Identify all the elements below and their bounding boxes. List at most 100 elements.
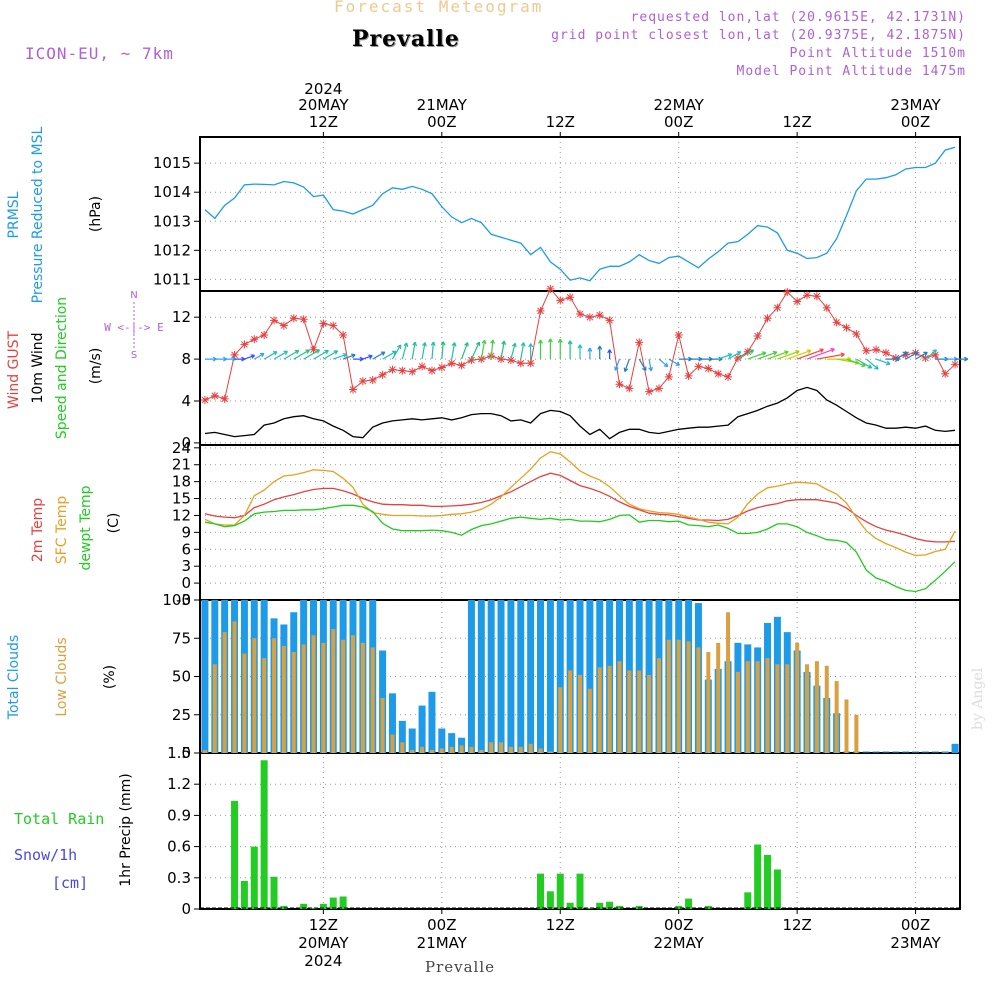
low-clouds-bar [331, 629, 336, 753]
top-time-label: 00Z [427, 113, 456, 131]
wind-direction-arrow [421, 342, 427, 360]
gust-marker [329, 321, 338, 330]
low-clouds-bar [449, 746, 454, 753]
prmsl-long-label: Pressure Reduced to MSL [30, 126, 46, 303]
gust-marker [270, 316, 279, 325]
rain-bar [606, 901, 614, 909]
panel-frame [199, 444, 961, 601]
rain-bar [546, 891, 554, 909]
bottom-time-label: 12Z [546, 916, 575, 934]
wind-direction-arrow [737, 349, 755, 360]
sfc-temp-label: SFC Temp [54, 496, 70, 565]
rain-bar [250, 846, 258, 909]
wind-direction-arrow [623, 358, 630, 372]
bottom-date-label: 23MAY [890, 934, 941, 952]
low-clouds-bar [726, 612, 731, 753]
wind-direction-arrow [875, 358, 891, 366]
gust-marker [664, 372, 673, 381]
total-clouds-bar [448, 733, 456, 753]
low-clouds-bar [538, 748, 543, 753]
total-clouds-label: Total Clouds [6, 635, 22, 720]
wind-direction-arrow [273, 350, 289, 360]
wind-direction-arrow [283, 349, 300, 360]
gust-marker [388, 365, 397, 374]
low-clouds-bar [380, 697, 385, 753]
rain-bar [319, 903, 327, 909]
wind-direction-arrow [528, 343, 534, 360]
wind-direction-arrow [204, 356, 217, 362]
rain-bar [329, 897, 337, 909]
low-clouds-bar [824, 665, 829, 753]
wind-direction-arrow [597, 345, 603, 360]
bottom-time-label: 12Z [309, 916, 338, 934]
rain-bar [596, 902, 604, 909]
rain-bar [635, 905, 643, 909]
y-tick-label: 8 [181, 350, 191, 368]
gust-marker [339, 331, 348, 339]
gust-marker [654, 384, 663, 393]
low-clouds-bar [548, 751, 553, 753]
y-tick-label: 0 [181, 434, 191, 452]
wind-direction-arrow [796, 348, 824, 360]
wind-direction-arrow [865, 358, 879, 370]
low-clouds-bar [597, 667, 602, 753]
y-tick-label: 1013 [153, 212, 191, 230]
low-clouds-bar [834, 681, 839, 753]
gust-marker [546, 284, 555, 293]
low-clouds-bar [469, 746, 474, 753]
wind-direction-arrow [382, 350, 397, 360]
low-clouds-bar [607, 665, 612, 753]
y-tick-label: 9 [181, 523, 191, 541]
low-clouds-bar [439, 748, 444, 753]
low-clouds-bar [420, 746, 425, 753]
bottom-date-label: 20MAY [298, 934, 349, 952]
y-tick-label: 1.2 [167, 775, 191, 793]
low-clouds-bar [617, 661, 622, 753]
low-clouds-bar [785, 664, 790, 753]
rain-bar [586, 907, 594, 909]
rain-bar [240, 880, 248, 909]
wind-direction-arrow [538, 339, 543, 360]
low-clouds-bar [479, 749, 484, 753]
total-clouds-bar [556, 600, 564, 753]
low-clouds-bar [666, 639, 671, 753]
gust-marker [299, 315, 308, 324]
gust-marker [506, 356, 515, 365]
rain-bar [744, 892, 752, 909]
wind-direction-arrow [470, 341, 481, 360]
top-time-label: 12Z [782, 113, 811, 131]
gust-marker [240, 340, 249, 349]
wind-direction-arrow [925, 349, 938, 360]
bottom-time-label: 00Z [664, 916, 693, 934]
low-clouds-bar [508, 746, 513, 753]
wind-direction-arrow [717, 352, 733, 360]
low-clouds-bar [735, 671, 740, 753]
y-tick-label: 1015 [153, 154, 191, 172]
prmsl-label: PRMSL [6, 191, 22, 238]
low-clouds-bar [814, 661, 819, 753]
gust-marker [832, 318, 841, 327]
low-clouds-bar [647, 674, 652, 753]
low-clouds-bar [202, 749, 207, 753]
wind-direction-arrow [253, 352, 265, 360]
low-clouds-bar [281, 645, 286, 753]
y-tick-label: 0.6 [167, 838, 191, 856]
low-clouds-bar [676, 639, 681, 753]
low-clouds-bar [795, 642, 800, 753]
rain-bar [231, 800, 239, 909]
low-clouds-bar [390, 734, 395, 753]
low-clouds-bar [587, 688, 592, 753]
y-tick-label: 1011 [153, 270, 191, 288]
total-clouds-bar [497, 600, 505, 753]
wind-direction-arrow [747, 351, 767, 360]
rain-bar [576, 873, 584, 909]
gust-marker [279, 321, 288, 330]
total-clouds-bar [477, 600, 485, 753]
gust-marker [862, 346, 871, 355]
low-clouds-bar [489, 742, 494, 753]
wind-line [204, 386, 956, 440]
low-clouds-bar [459, 745, 464, 753]
gust-marker [714, 369, 723, 378]
wind-direction-arrow [303, 349, 321, 360]
gust-marker [348, 385, 357, 394]
